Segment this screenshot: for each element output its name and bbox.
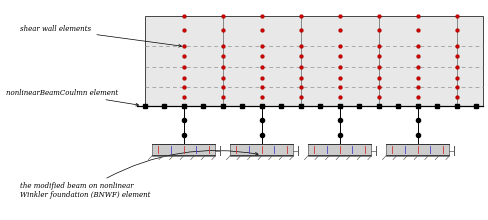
- Bar: [307, 144, 370, 155]
- Bar: [229, 144, 293, 155]
- Bar: [152, 144, 215, 155]
- Bar: [385, 144, 448, 155]
- Text: shear wall elements: shear wall elements: [20, 25, 181, 47]
- Text: nonlinearBeamCoulmn element: nonlinearBeamCoulmn element: [5, 88, 138, 106]
- Text: the modified beam on nonlinear
Winkler foundation (BNWF) element: the modified beam on nonlinear Winkler f…: [20, 150, 258, 199]
- Bar: [144, 16, 483, 106]
